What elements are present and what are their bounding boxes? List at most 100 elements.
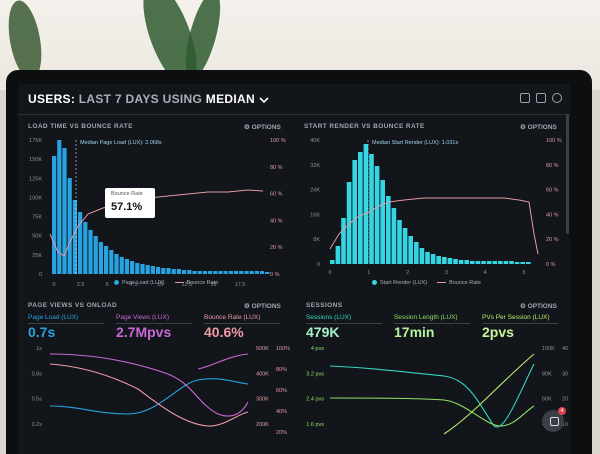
x-tick-label: 0 bbox=[328, 270, 331, 276]
tick-label: 40% bbox=[276, 409, 287, 415]
tick-label: 3.2 pvs bbox=[306, 371, 324, 377]
median-label: Median Start Render (LUX): 1.031s bbox=[372, 140, 458, 146]
histogram-bar bbox=[130, 261, 135, 274]
metric-sessions[interactable]: Sessions (LUX) 479K bbox=[306, 314, 382, 340]
metric-session-length[interactable]: Session Length (LUX) 17min bbox=[394, 314, 470, 340]
options-button[interactable]: ⚙ OPTIONS bbox=[520, 303, 557, 310]
title-range: LAST 7 DAYS bbox=[78, 92, 159, 106]
tick-label: 50K bbox=[32, 234, 42, 240]
sessions-panel: SESSIONS ⚙ OPTIONS Sessions (LUX) 479K S… bbox=[294, 294, 570, 454]
tick-label: 125K bbox=[29, 176, 42, 182]
histogram-bar bbox=[234, 271, 239, 274]
tick-label: 20 m bbox=[562, 397, 570, 403]
tick-label: 24K bbox=[310, 188, 320, 194]
histogram-bar bbox=[254, 271, 259, 274]
histogram-bar bbox=[430, 254, 436, 264]
histogram-bar bbox=[156, 267, 161, 274]
x-tick-label: 5 bbox=[522, 270, 525, 276]
histogram-bar bbox=[386, 196, 391, 264]
histogram-bar bbox=[109, 250, 114, 274]
histogram-bar bbox=[239, 271, 244, 274]
metric-pvs-per-session[interactable]: PVs Per Session (LUX) 2pvs bbox=[482, 314, 558, 340]
metric-page-load[interactable]: Page Load (LUX) 0.7s bbox=[28, 314, 104, 340]
legend-bounce-rate[interactable]: Bounce Rate bbox=[174, 280, 218, 286]
histogram-bar bbox=[447, 258, 453, 264]
page-title[interactable]: USERS: LAST 7 DAYS USING MEDIAN bbox=[28, 92, 269, 106]
bounce-rate-line bbox=[329, 197, 539, 255]
histogram-bar bbox=[171, 269, 176, 274]
panel-title: START RENDER VS BOUNCE RATE bbox=[304, 123, 425, 130]
tick-label: 60% bbox=[276, 388, 287, 394]
histogram-bar bbox=[470, 261, 475, 264]
histogram-bar bbox=[341, 218, 346, 264]
title-users: USERS: bbox=[28, 92, 76, 106]
histogram-bar bbox=[260, 271, 265, 274]
x-tick-label: 17.5 bbox=[235, 282, 246, 288]
histogram-bar bbox=[414, 242, 419, 264]
legend-bounce-rate[interactable]: Bounce Rate bbox=[437, 280, 481, 286]
tick-label: 30 m bbox=[562, 371, 570, 377]
scrollbar[interactable] bbox=[566, 114, 569, 234]
options-button[interactable]: ⚙ OPTIONS bbox=[244, 303, 281, 310]
tick-label: 40 min bbox=[562, 346, 570, 352]
chat-icon[interactable]: 4 bbox=[542, 407, 566, 432]
x-tick-label: 4 bbox=[484, 270, 487, 276]
histogram-bar bbox=[176, 269, 181, 274]
histogram-bar bbox=[481, 261, 486, 264]
image-icon[interactable] bbox=[536, 93, 546, 103]
options-button[interactable]: ⚙ OPTIONS bbox=[244, 124, 281, 131]
title-median: MEDIAN bbox=[205, 92, 255, 106]
histogram-bar bbox=[218, 271, 223, 274]
x-tick-label: 5 bbox=[106, 282, 109, 288]
legend-start-render[interactable]: Start Render (LUX) bbox=[372, 280, 427, 286]
histogram-bar bbox=[249, 271, 254, 274]
tick-label: 300K bbox=[256, 397, 269, 403]
start-render-chart: Median Start Render (LUX): 1.031s 40K 32K… bbox=[310, 138, 562, 276]
histogram-bar bbox=[514, 262, 520, 264]
tick-label: 60K bbox=[542, 397, 552, 403]
tick-label: 100K bbox=[29, 195, 42, 201]
tick-label: 1s bbox=[36, 346, 42, 352]
options-label: OPTIONS bbox=[251, 303, 281, 310]
tick-label: 175K bbox=[29, 138, 42, 144]
page-load-line bbox=[49, 378, 249, 415]
histogram-bar bbox=[135, 263, 140, 274]
x-tick-label: 3 bbox=[445, 270, 448, 276]
histogram-bar bbox=[228, 271, 233, 274]
tick-label: 60 % bbox=[270, 192, 283, 198]
metric-bounce-rate[interactable]: Bounce Rate (LUX) 40.6% bbox=[204, 314, 280, 340]
histogram-bar bbox=[425, 252, 430, 264]
histogram-bar bbox=[475, 261, 481, 264]
x-tick-label: 1 bbox=[367, 270, 370, 276]
tick-label: 0 % bbox=[270, 272, 280, 278]
chevron-down-icon[interactable] bbox=[259, 96, 269, 104]
load-time-chart: Median Page Load (LUX): 2.068s 175K 150K 1… bbox=[29, 138, 286, 288]
histogram-bar bbox=[78, 212, 83, 274]
histogram-bar bbox=[408, 236, 413, 264]
histogram-bar bbox=[464, 260, 469, 264]
x-tick-label: 15 bbox=[210, 282, 216, 288]
tick-label: 40K bbox=[310, 138, 320, 144]
tick-label: 80% bbox=[276, 367, 287, 373]
histogram-bar bbox=[124, 259, 129, 274]
tick-label: 60 % bbox=[546, 188, 559, 194]
tick-label: 2.4 pvs bbox=[306, 397, 324, 403]
histogram-bar bbox=[526, 262, 531, 264]
histogram-bar bbox=[119, 257, 124, 274]
x-tick-label: 7.5 bbox=[130, 282, 138, 288]
tick-label: 75K bbox=[32, 215, 42, 221]
histogram-bar bbox=[182, 270, 187, 274]
histogram-bar bbox=[380, 180, 385, 264]
help-icon[interactable] bbox=[552, 93, 562, 103]
options-button[interactable]: ⚙ OPTIONS bbox=[520, 124, 557, 131]
monitor-icon[interactable] bbox=[520, 93, 530, 103]
histogram-bar bbox=[335, 246, 341, 264]
metric-page-views[interactable]: Page Views (LUX) 2.7Mpvs bbox=[116, 314, 192, 340]
page-views-chart: 1s 0.8s 0.5s 0.2s 500K 400K 300K 200K 100% 80% 6… bbox=[32, 346, 291, 436]
legend-page-load[interactable]: Page Load (LUX) bbox=[114, 280, 165, 286]
histogram-bar bbox=[391, 208, 397, 264]
histogram-bar bbox=[88, 230, 93, 274]
histogram-bar bbox=[208, 271, 213, 274]
tick-label: 100K bbox=[542, 346, 555, 352]
